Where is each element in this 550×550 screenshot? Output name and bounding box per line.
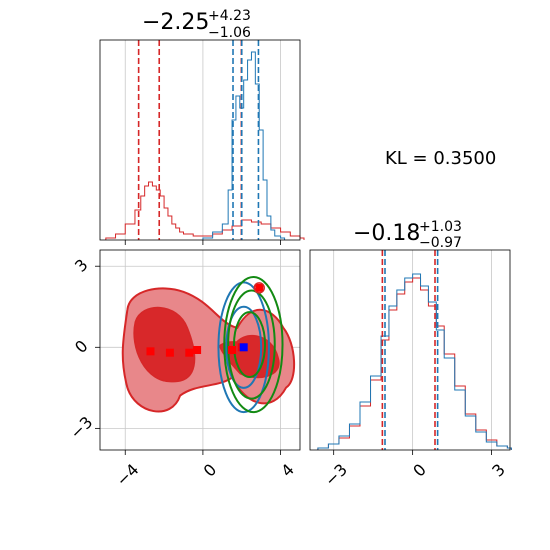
- red-marker-ring: [253, 282, 265, 294]
- right-histogram-series: [317, 273, 512, 450]
- kl-annotation: KL = 0.3500: [385, 148, 496, 169]
- green-ellipse: [232, 311, 267, 379]
- right-histogram-title-upper: +1.03: [419, 219, 462, 235]
- right-x-tick-label: 0: [409, 460, 430, 481]
- joint-frame: [99, 249, 301, 451]
- top-histogram-gridlines: [124, 40, 281, 245]
- joint-x-tick-label: 4: [277, 460, 298, 481]
- joint-scatter-panel: 3 0 −3 −4 0 4: [66, 249, 301, 490]
- red-marker: [228, 346, 237, 354]
- right-histogram-quantile-lines: [381, 250, 439, 450]
- top-histogram-title-lower: −1.06: [208, 25, 251, 41]
- red-histogram: [317, 277, 512, 450]
- joint-y-tick-label: 3: [71, 255, 92, 276]
- joint-y-ticks: 3 0 −3: [66, 255, 100, 443]
- red-marker: [165, 348, 174, 357]
- top-histogram-quantile-lines: [137, 40, 260, 240]
- right-histogram-title: −0.18: [353, 221, 420, 246]
- right-histogram-x-ticks: −3 0 3: [321, 450, 509, 490]
- joint-x-tick-label: 0: [200, 460, 221, 481]
- top-histogram-title: −2.25: [142, 10, 209, 35]
- top-histogram-panel: −2.25 +4.23 −1.06: [99, 8, 305, 245]
- blue-marker: [239, 343, 248, 352]
- red-inner-contour-left: [133, 306, 196, 383]
- right-histogram-title-lower: −0.97: [419, 235, 462, 251]
- red-histogram: [105, 181, 305, 240]
- right-histogram-panel: −3 0 3 −0.18 +1.03 −0.97: [309, 219, 512, 490]
- right-x-tick-label: 3: [488, 460, 509, 481]
- blue-contour: [217, 281, 270, 414]
- green-ellipse: [223, 276, 284, 414]
- red-marker: [193, 346, 202, 354]
- green-ellipse: [227, 289, 276, 400]
- joint-y-tick-label: 0: [71, 336, 92, 357]
- joint-x-ticks: −4 0 4: [112, 450, 298, 490]
- blue-contour: [225, 305, 263, 389]
- right-histogram-gridlines: [333, 250, 492, 450]
- blue-histogram: [317, 273, 512, 450]
- blue-histogram: [202, 51, 286, 240]
- red-marker: [255, 283, 264, 292]
- right-histogram-frame: [309, 249, 511, 451]
- joint-y-tick-label: −3: [66, 413, 96, 443]
- joint-x-tick-label: −4: [112, 460, 142, 490]
- joint-contours: [121, 276, 296, 414]
- red-marker: [146, 347, 155, 356]
- top-histogram-title-upper: +4.23: [208, 8, 251, 24]
- top-histogram-series: [105, 51, 305, 240]
- red-marker: [185, 348, 194, 357]
- top-histogram-frame: [99, 39, 301, 241]
- right-x-tick-label: −3: [321, 460, 351, 490]
